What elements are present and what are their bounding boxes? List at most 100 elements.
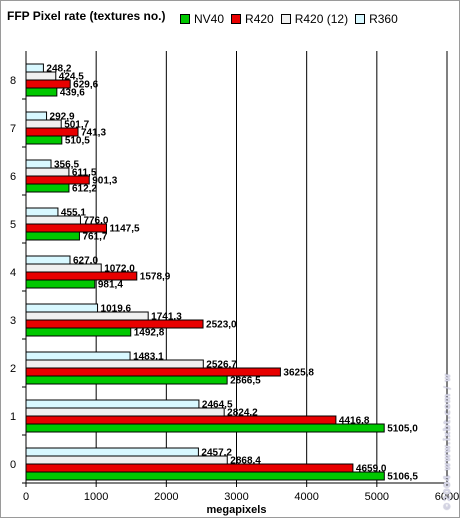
legend-item: R420 [231,12,274,26]
y-tick-label: 3 [10,315,16,327]
bar [25,119,62,129]
bar [25,327,132,337]
x-tick-label: 3000 [224,491,248,503]
legend-item: R360 [355,12,398,26]
watermark: ©2004 www.ixbt.com / www.digit-life.com [439,373,459,513]
y-tick-label: 5 [10,219,16,231]
x-tick-label: 1000 [84,491,108,503]
x-tick-label: 0 [23,491,29,503]
legend: NV40 R420 R420 (12) R360 [180,7,458,31]
data-label: 1492,8 [134,328,165,339]
data-label: 5106,5 [387,472,418,483]
data-label: 510,5 [65,136,90,147]
bar [25,263,102,273]
data-label: 292,9 [50,112,75,123]
y-tick-label: 1 [10,411,16,423]
data-label: 761,7 [82,232,107,243]
legend-swatch [180,14,190,24]
data-label: 2464,5 [202,400,233,411]
bar [25,407,225,417]
bar [25,255,71,265]
y-tick-label: 6 [10,171,16,183]
y-tick-label: 4 [10,267,16,279]
data-label: 1741,3 [151,312,182,323]
data-label: 741,3 [81,128,106,139]
data-label: 248,2 [46,64,71,75]
data-label: 356,5 [54,160,79,171]
bar [25,463,354,473]
data-label: 439,6 [60,88,85,99]
bar [25,351,131,361]
data-label: 2457,2 [201,448,232,459]
bar [25,423,385,433]
data-label: 629,6 [73,80,98,91]
data-label: 2866,5 [230,376,261,387]
legend-swatch [280,14,291,24]
legend-swatch [355,14,366,24]
legend-label: R420 (12) [294,12,349,26]
bar [25,359,204,369]
chart-title: FFP Pixel rate (textures no.) [7,9,166,23]
legend-label: R420 [245,12,274,26]
y-tick-label: 2 [10,363,16,375]
data-label: 627,0 [73,256,98,267]
data-label: 2868,4 [230,456,261,467]
bar [25,455,228,465]
data-label: 501,7 [64,120,89,131]
data-label: 1578,9 [140,272,171,283]
data-label: 1147,5 [110,224,140,235]
x-tick-label: 2000 [154,491,178,503]
bar [25,167,70,177]
bar [25,319,204,329]
bar [25,415,337,425]
bar [25,111,48,121]
x-tick-label: 4000 [294,491,318,503]
data-label: 424,5 [59,72,84,83]
x-tick-label: 5000 [365,491,389,503]
bar [25,215,81,225]
bar [25,87,58,97]
data-label: 901,3 [92,176,117,187]
x-tick-label: 6000 [435,491,459,503]
bar [25,447,199,457]
legend-item: R420 (12) [280,12,349,26]
data-label: 2526,7 [206,360,237,371]
bar [25,303,99,313]
data-label: 5105,0 [387,424,418,435]
data-label: 2824,2 [227,408,258,419]
bar [25,399,200,409]
y-tick-label: 7 [10,123,16,135]
data-label: 3625,8 [283,368,314,379]
data-label: 611,5 [72,168,97,179]
watermark-text: ©2004 www.ixbt.com / www.digit-life.com [443,373,453,511]
data-label: 612,2 [72,184,97,195]
legend-label: R360 [369,12,398,26]
data-label: 981,4 [98,280,123,291]
x-axis-label: megapixels [207,504,267,516]
y-tick-label: 0 [10,459,16,471]
data-label: 4659,0 [356,464,387,475]
data-label: 1019,6 [101,304,132,315]
bar [25,159,52,169]
data-label: 776,0 [83,216,108,227]
bar [25,135,63,145]
bar [25,471,385,481]
bar [25,71,57,81]
legend-label: NV40 [194,12,225,26]
data-label: 455,1 [61,208,86,219]
bar [25,279,96,289]
data-label: 1483,1 [133,352,164,363]
bar [25,63,44,73]
data-label: 2523,0 [206,320,237,331]
bar [25,231,80,241]
bar [25,207,59,217]
data-label: 1072,0 [104,264,135,275]
data-label: 4416,8 [339,416,370,427]
y-tick-label: 8 [10,75,16,87]
bar [25,375,228,385]
bar [25,311,149,321]
legend-swatch [231,14,242,24]
bar [25,183,70,193]
